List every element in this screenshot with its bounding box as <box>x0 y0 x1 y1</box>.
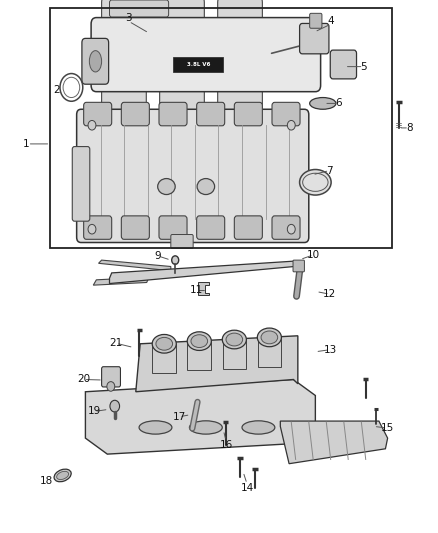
Polygon shape <box>258 337 281 367</box>
FancyBboxPatch shape <box>234 102 262 126</box>
FancyBboxPatch shape <box>77 109 309 243</box>
Polygon shape <box>99 260 171 271</box>
Ellipse shape <box>88 224 96 234</box>
Ellipse shape <box>189 421 222 434</box>
Ellipse shape <box>88 120 96 130</box>
Text: 15: 15 <box>381 423 394 433</box>
FancyBboxPatch shape <box>91 18 321 92</box>
Text: 20: 20 <box>77 375 90 384</box>
Ellipse shape <box>287 120 295 130</box>
Text: 17: 17 <box>173 412 186 422</box>
Ellipse shape <box>242 421 275 434</box>
FancyBboxPatch shape <box>171 235 193 248</box>
FancyBboxPatch shape <box>110 0 169 17</box>
FancyBboxPatch shape <box>293 260 304 272</box>
Polygon shape <box>136 336 298 392</box>
Ellipse shape <box>139 421 172 434</box>
Ellipse shape <box>57 471 69 480</box>
FancyBboxPatch shape <box>102 0 146 35</box>
Polygon shape <box>223 340 246 369</box>
Text: 11: 11 <box>190 286 203 295</box>
FancyBboxPatch shape <box>84 216 112 239</box>
Ellipse shape <box>261 331 278 344</box>
FancyBboxPatch shape <box>72 147 90 221</box>
Ellipse shape <box>158 179 175 195</box>
Polygon shape <box>198 282 209 295</box>
Ellipse shape <box>310 98 336 109</box>
FancyBboxPatch shape <box>121 216 149 239</box>
FancyBboxPatch shape <box>159 74 204 114</box>
Text: 12: 12 <box>323 289 336 299</box>
Text: 2: 2 <box>53 85 60 94</box>
Text: 5: 5 <box>360 62 367 71</box>
Ellipse shape <box>223 330 246 349</box>
FancyBboxPatch shape <box>121 102 149 126</box>
FancyBboxPatch shape <box>82 38 109 84</box>
FancyBboxPatch shape <box>310 13 322 28</box>
Ellipse shape <box>226 333 243 346</box>
Polygon shape <box>187 341 211 370</box>
FancyBboxPatch shape <box>218 74 262 114</box>
Ellipse shape <box>54 469 71 482</box>
Polygon shape <box>152 344 176 373</box>
Ellipse shape <box>156 337 173 350</box>
Ellipse shape <box>152 335 176 353</box>
Text: 8: 8 <box>406 123 413 133</box>
Ellipse shape <box>107 382 115 391</box>
FancyBboxPatch shape <box>272 216 300 239</box>
FancyBboxPatch shape <box>197 216 225 239</box>
FancyBboxPatch shape <box>84 102 112 126</box>
Text: 14: 14 <box>240 483 254 493</box>
Bar <box>173 57 223 72</box>
FancyBboxPatch shape <box>102 367 120 387</box>
Text: 10: 10 <box>307 250 320 260</box>
Text: 21: 21 <box>110 338 123 348</box>
Text: 3.8L V6: 3.8L V6 <box>187 62 210 67</box>
Bar <box>50 8 392 248</box>
Polygon shape <box>93 277 149 285</box>
Text: 19: 19 <box>88 407 101 416</box>
Polygon shape <box>85 379 315 454</box>
FancyBboxPatch shape <box>159 216 187 239</box>
Ellipse shape <box>257 328 281 346</box>
Ellipse shape <box>287 224 295 234</box>
Ellipse shape <box>172 256 179 264</box>
Ellipse shape <box>110 400 120 412</box>
FancyBboxPatch shape <box>330 50 357 79</box>
FancyBboxPatch shape <box>159 102 187 126</box>
FancyBboxPatch shape <box>197 102 225 126</box>
Polygon shape <box>280 421 388 464</box>
FancyBboxPatch shape <box>234 216 262 239</box>
Text: 16: 16 <box>219 440 233 450</box>
FancyBboxPatch shape <box>159 0 204 35</box>
Text: 18: 18 <box>40 477 53 486</box>
Ellipse shape <box>187 332 211 351</box>
Ellipse shape <box>197 179 215 195</box>
Text: 4: 4 <box>328 17 335 26</box>
Text: 7: 7 <box>326 166 333 175</box>
Polygon shape <box>110 261 294 284</box>
Ellipse shape <box>300 169 331 195</box>
Text: 1: 1 <box>23 139 30 149</box>
Text: 3: 3 <box>125 13 132 22</box>
Text: 9: 9 <box>154 251 161 261</box>
Text: 13: 13 <box>324 345 337 354</box>
FancyBboxPatch shape <box>102 74 146 114</box>
Text: 6: 6 <box>335 99 342 108</box>
FancyBboxPatch shape <box>300 23 329 54</box>
FancyBboxPatch shape <box>272 102 300 126</box>
Ellipse shape <box>191 335 208 348</box>
Ellipse shape <box>89 51 102 72</box>
FancyBboxPatch shape <box>218 0 262 35</box>
